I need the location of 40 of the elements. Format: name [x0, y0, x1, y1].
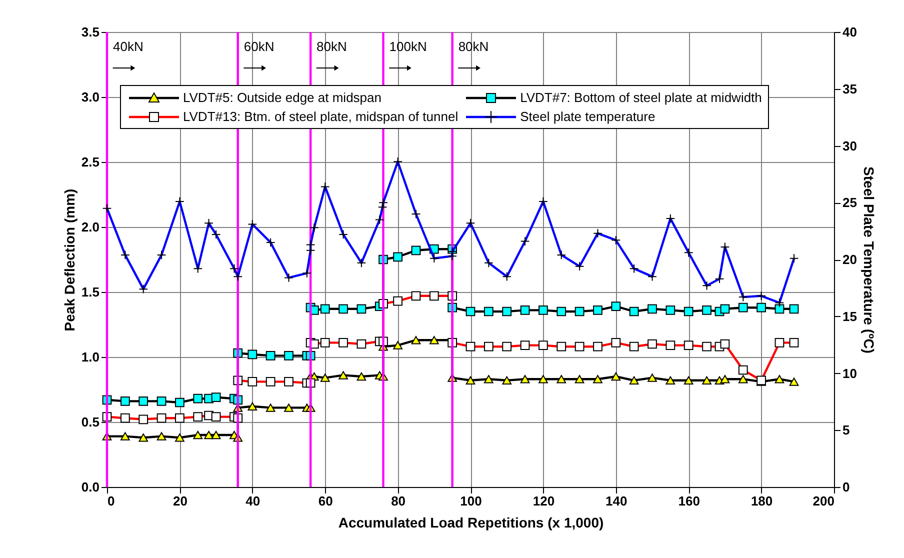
x-axis-title: Accumulated Load Repetitions (x 1,000) [338, 514, 604, 530]
y-tick-label: 2.5 [81, 154, 100, 170]
legend-label: LVDT#5: Outside edge at midspan [183, 90, 382, 105]
annotation: 60kN [244, 39, 274, 54]
legend-label: Steel plate temperature [520, 109, 656, 124]
annotation: 80kN [458, 39, 489, 54]
y-axis-title: Peak Deflection (mm) [61, 188, 78, 332]
legend-label: LVDT#7: Bottom of steel plate at midwidth [520, 90, 762, 105]
annotation: 40kN [113, 39, 144, 54]
y2-tick-label: 30 [842, 138, 857, 154]
y-tick-label: 2.0 [81, 220, 100, 234]
x-tick-label: 160 [678, 494, 700, 508]
y2-tick-label: 0 [842, 480, 850, 494]
annotation: 100kN [389, 39, 427, 54]
y2-tick-label: 40 [842, 24, 857, 40]
y2-tick-label: 5 [842, 422, 850, 438]
x-tick-label: 20 [172, 494, 188, 508]
y2-tick-label: 35 [842, 81, 857, 96]
y2-axis-title: Steel Plate Temperature (ºC) [860, 166, 877, 354]
x-tick-label: 60 [318, 494, 333, 508]
x-tick-label: 200 [812, 494, 834, 508]
legend-label: LVDT#13: Btm. of steel plate, midspan of tunnel [183, 109, 458, 124]
y-tick-label: 1.0 [81, 350, 100, 364]
annotation: 80kN [316, 39, 347, 54]
y2-tick-label: 10 [842, 366, 857, 381]
x-tick-label: 140 [606, 494, 628, 508]
y2-tick-label: 20 [842, 252, 857, 267]
x-tick-label: 0 [108, 494, 115, 508]
x-tick-label: 100 [460, 494, 482, 508]
y2-tick-label: 25 [842, 195, 857, 210]
y2-tick-label: 15 [842, 308, 857, 324]
y-tick-label: 0.0 [81, 480, 100, 494]
x-tick-label: 80 [391, 494, 406, 508]
y-tick-label: 0.5 [81, 414, 100, 430]
y-tick-label: 3.0 [81, 90, 100, 104]
y-tick-label: 1.5 [81, 284, 100, 300]
x-tick-label: 120 [532, 494, 555, 508]
x-tick-label: 40 [246, 494, 260, 508]
y-tick-label: 3.5 [81, 24, 100, 40]
x-tick-label: 180 [750, 494, 773, 508]
